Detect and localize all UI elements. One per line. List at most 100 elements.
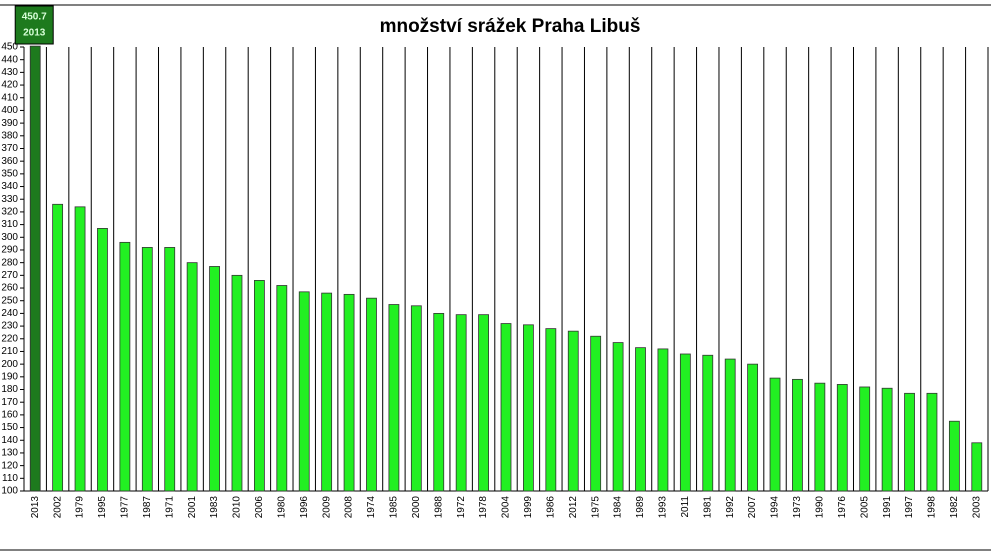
bar [410, 305, 422, 492]
bar [904, 392, 915, 492]
annotation-value: 450.7 [22, 12, 47, 23]
x-tick-label: 1990 [815, 496, 826, 519]
bar [814, 382, 826, 492]
bar [859, 386, 871, 492]
x-tick-label: 1982 [949, 496, 960, 519]
bar [209, 266, 220, 492]
y-tick-label: 320 [1, 207, 18, 218]
bar [836, 384, 848, 492]
y-tick-label: 350 [1, 168, 18, 179]
y-tick-label: 250 [1, 295, 18, 306]
x-tick-label: 1981 [702, 496, 713, 519]
x-tick-label: 1973 [792, 496, 803, 519]
bar [500, 323, 512, 492]
y-tick-label: 210 [1, 346, 18, 357]
x-tick-label: 1980 [276, 496, 287, 519]
bar [769, 377, 781, 492]
bar [724, 358, 736, 492]
x-tick-label: 1976 [837, 496, 848, 519]
bar [119, 241, 131, 492]
x-tick-label: 1975 [590, 496, 601, 519]
y-tick-label: 100 [1, 486, 18, 497]
bar [388, 304, 400, 492]
x-tick-label: 1979 [75, 496, 86, 519]
bar [567, 330, 579, 492]
bar [321, 292, 333, 492]
y-tick-label: 410 [1, 92, 18, 103]
bar [455, 314, 467, 492]
bar [590, 335, 602, 492]
bar [478, 314, 489, 492]
x-tick-label: 1971 [164, 496, 175, 519]
x-tick-label: 1987 [142, 496, 153, 519]
x-tick-label: 2002 [52, 496, 63, 519]
x-tick-label: 2001 [187, 496, 198, 519]
y-tick-label: 120 [1, 460, 18, 471]
chart-title: množství srážek Praha Libuš [380, 16, 641, 37]
x-tick-label: 1985 [389, 496, 400, 519]
bar [97, 228, 108, 492]
bar [523, 324, 534, 492]
x-tick-label: 2004 [501, 496, 512, 519]
bar [343, 293, 355, 492]
y-tick-label: 280 [1, 257, 18, 268]
x-tick-label: 2000 [411, 496, 422, 519]
x-tick-label: 1993 [658, 496, 669, 519]
y-tick-label: 110 [2, 473, 18, 484]
x-tick-label: 1984 [613, 496, 624, 519]
bar [366, 297, 377, 492]
y-tick-label: 160 [1, 410, 18, 421]
y-tick-label: 260 [1, 283, 18, 294]
bar [231, 274, 243, 492]
x-tick-label: 1997 [904, 496, 915, 519]
y-tick-label: 240 [1, 308, 18, 319]
bar [635, 347, 646, 492]
bar [971, 442, 983, 492]
annotation-category: 2013 [23, 28, 46, 39]
y-tick-label: 340 [1, 181, 18, 192]
bar [141, 247, 153, 492]
x-tick-label: 2006 [254, 496, 265, 519]
y-tick-label: 220 [1, 333, 18, 344]
y-tick-label: 170 [1, 397, 18, 408]
bar [164, 247, 176, 492]
y-tick-label: 140 [1, 435, 18, 446]
x-tick-label: 1994 [770, 496, 781, 519]
bar [657, 348, 669, 492]
y-tick-label: 300 [1, 232, 18, 243]
y-tick-label: 380 [1, 130, 18, 141]
bar [253, 280, 265, 492]
x-tick-label: 1998 [927, 496, 938, 519]
bar [702, 354, 714, 492]
y-tick-label: 430 [1, 67, 18, 78]
y-tick-label: 200 [1, 359, 18, 370]
y-tick-label: 130 [1, 448, 18, 459]
x-tick-label: 2013 [30, 496, 41, 519]
x-tick-label: 1989 [635, 496, 646, 519]
bar [792, 378, 803, 492]
x-tick-label: 1988 [433, 496, 444, 519]
x-tick-label: 1983 [209, 496, 220, 519]
y-tick-label: 150 [1, 422, 18, 433]
x-tick-label: 1986 [545, 496, 556, 519]
x-tick-label: 2003 [971, 496, 982, 519]
y-tick-label: 230 [1, 321, 18, 332]
x-tick-label: 1996 [299, 496, 310, 519]
bar [612, 342, 624, 492]
x-tick-label: 1977 [120, 496, 131, 519]
x-tick-label: 1995 [97, 496, 108, 519]
bar [52, 203, 64, 492]
bar [74, 206, 86, 492]
x-tick-label: 2011 [680, 496, 691, 518]
x-tick-label: 1999 [523, 496, 534, 519]
y-tick-label: 390 [1, 118, 18, 129]
y-tick-label: 190 [1, 371, 18, 382]
x-tick-label: 2012 [568, 496, 579, 519]
y-tick-label: 180 [1, 384, 18, 395]
bar [186, 262, 198, 492]
x-tick-label: 2010 [232, 496, 243, 519]
bar [679, 353, 691, 492]
y-tick-label: 400 [1, 105, 18, 116]
